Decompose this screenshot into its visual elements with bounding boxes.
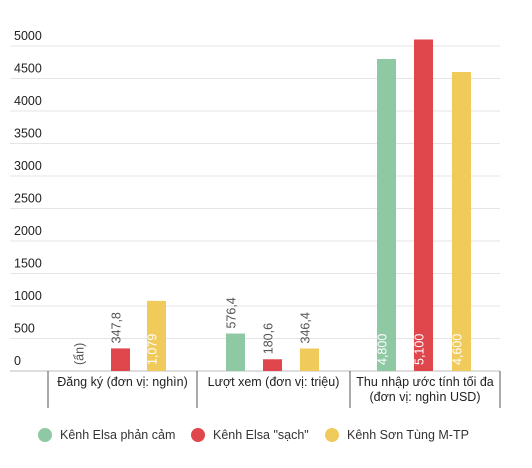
category-label: (đơn vị: nghìn USD)	[369, 390, 480, 404]
legend-label-elsa-clean: Kênh Elsa "sạch"	[213, 428, 309, 442]
category-label: Lượt xem (đơn vị: triệu)	[208, 375, 340, 389]
legend-item-son-tung: Kênh Sơn Tùng M-TP	[325, 428, 469, 442]
y-tick-label: 4000	[14, 94, 42, 108]
y-tick-label: 1500	[14, 257, 42, 271]
data-label: 1,079	[146, 334, 160, 365]
data-label: 346,4	[299, 312, 313, 343]
bar	[111, 348, 130, 371]
category-label: Thu nhập ước tính tối đa	[356, 375, 494, 389]
bar	[377, 59, 396, 371]
y-tick-label: 500	[14, 322, 35, 336]
y-tick-label: 3500	[14, 127, 42, 141]
y-tick-label: 5000	[14, 29, 42, 43]
legend: Kênh Elsa phản cảm Kênh Elsa "sạch" Kênh…	[0, 428, 532, 458]
legend-item-elsa-clean: Kênh Elsa "sạch"	[191, 428, 309, 442]
data-label: 576,4	[225, 297, 239, 328]
category-label: Đăng ký (đơn vị: nghìn)	[57, 375, 187, 389]
bar	[300, 348, 319, 371]
y-tick-label: 4500	[14, 62, 42, 76]
legend-swatch-elsa-clean	[191, 428, 205, 442]
y-tick-label: 2500	[14, 192, 42, 206]
bar	[263, 359, 282, 371]
y-tick-label: 3000	[14, 159, 42, 173]
bar-chart: 0 500 1000 1500 2000 2500 3000 3500 4000 4500 5000…	[10, 29, 501, 408]
legend-label-son-tung: Kênh Sơn Tùng M-TP	[347, 428, 469, 442]
bar	[414, 39, 433, 371]
legend-item-elsa-offensive: Kênh Elsa phản cảm	[38, 428, 175, 442]
data-label: 180,6	[262, 323, 276, 354]
legend-swatch-son-tung	[325, 428, 339, 442]
data-label: 4,800	[376, 334, 390, 365]
data-label-hidden: (ẩn)	[73, 343, 87, 365]
y-tick-label: 0	[14, 354, 21, 368]
bar	[147, 300, 166, 371]
bar	[452, 72, 471, 371]
data-label: 347,8	[110, 312, 124, 343]
legend-swatch-elsa-offensive	[38, 428, 52, 442]
data-label: 4,600	[451, 334, 465, 365]
bar	[226, 333, 245, 371]
legend-label-elsa-offensive: Kênh Elsa phản cảm	[60, 428, 176, 442]
data-label: 5,100	[413, 334, 427, 365]
y-tick-label: 2000	[14, 224, 42, 238]
y-tick-label: 1000	[14, 289, 42, 303]
